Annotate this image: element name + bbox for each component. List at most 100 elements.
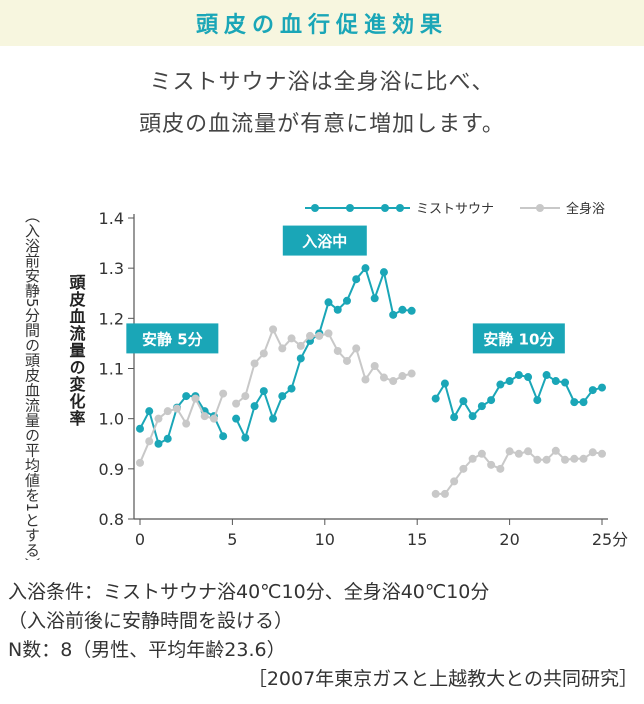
mist-sauna-point	[440, 379, 449, 388]
legend-mist-marker	[346, 204, 354, 212]
mist-sauna-point	[278, 392, 287, 401]
mist-sauna-point	[588, 386, 597, 395]
axes: 0.8 0.9 1.0 1.1 1.2 1.3 1.4 0 5 10 15 20 25分	[99, 209, 629, 549]
mist-sauna-point	[163, 434, 172, 443]
mist-sauna-point	[468, 412, 477, 421]
legend-mist-label: ミストサウナ	[416, 202, 494, 217]
full-bath-point	[487, 460, 496, 469]
mist-sauna-point	[269, 414, 278, 423]
mist-sauna-point	[219, 432, 228, 441]
mist-sauna-point	[407, 306, 416, 315]
full-bath-point	[379, 373, 388, 382]
mist-sauna-point	[598, 383, 606, 392]
full-bath-point	[431, 489, 440, 498]
full-bath-point	[407, 369, 416, 378]
source-note: ［2007年東京ガスと上越教大との共同研究］	[247, 668, 638, 690]
y-tick-label: 1.1	[99, 360, 124, 379]
full-bath-point	[598, 449, 606, 458]
full-bath-point	[542, 455, 551, 464]
full-bath-point	[287, 334, 296, 343]
full-bath-point	[315, 331, 324, 340]
mist-sauna-point	[551, 377, 560, 386]
mist-sauna-point	[542, 371, 551, 380]
mist-sauna-point	[561, 378, 570, 387]
mist-sauna-point	[287, 384, 296, 393]
x-tick-label: 15	[407, 530, 427, 549]
full-bath-point	[269, 325, 278, 334]
y-tick-label: 1.4	[99, 209, 124, 228]
phase-label: 安静 10分	[483, 330, 554, 348]
full-bath-point	[370, 361, 379, 370]
rest-note: （入浴前後に安静時間を設ける）	[8, 610, 294, 632]
full-bath-point	[306, 331, 315, 340]
series-lines	[136, 264, 606, 498]
phase-label-box	[472, 323, 565, 354]
full-bath-point	[219, 389, 228, 398]
legend-mist-marker	[381, 204, 389, 212]
phase-label-box	[282, 225, 367, 256]
lead-line-2: 頭皮の血流量が有意に増加します。	[139, 112, 505, 137]
full-bath-point	[496, 464, 505, 473]
full-bath-point	[145, 437, 154, 446]
full-bath-point	[333, 346, 342, 355]
page-title: 頭皮の血行促進効果	[195, 13, 448, 38]
mist-sauna-point	[136, 424, 144, 433]
mist-sauna-point	[459, 397, 468, 406]
y-tick-label: 1.3	[99, 259, 124, 278]
mist-sauna-line	[434, 373, 603, 420]
full-bath-point	[579, 454, 588, 463]
mist-sauna-point	[379, 268, 388, 277]
mist-sauna-point	[324, 298, 333, 307]
mist-sauna-point	[154, 439, 163, 448]
full-bath-point	[468, 454, 477, 463]
full-bath-point	[163, 407, 172, 416]
y-tick-label: 0.9	[99, 460, 124, 479]
full-bath-point	[324, 329, 333, 338]
y-tick-label: 0.8	[99, 510, 124, 529]
mist-sauna-point	[505, 377, 514, 386]
legend-mist-marker	[311, 204, 319, 212]
full-bath-point	[533, 455, 542, 464]
mist-sauna-point	[496, 380, 505, 389]
x-tick-label: 5	[227, 530, 237, 549]
mist-sauna-point	[533, 396, 542, 405]
mist-sauna-point	[514, 371, 523, 380]
full-bath-point	[361, 375, 370, 384]
full-bath-point	[551, 446, 560, 455]
mist-sauna-point	[352, 275, 361, 284]
phase-label: 安静 5分	[142, 330, 203, 348]
mist-sauna-point	[182, 392, 191, 401]
subject-note: N数：8（男性、平均年齢23.6）	[8, 639, 286, 661]
full-bath-point	[398, 372, 407, 381]
full-bath-point	[450, 477, 459, 486]
full-bath-point	[209, 414, 218, 423]
mist-sauna-point	[477, 402, 486, 411]
chart-labels: 頭皮血流量の変化率 （入浴前安静5分間の頭皮血流量の平均値を1とする） 安静 5分 入…	[23, 201, 605, 560]
mist-sauna-point	[361, 264, 370, 273]
full-bath-point	[136, 458, 144, 467]
full-bath-point	[459, 464, 468, 473]
legend-mist-marker	[396, 204, 404, 212]
mist-sauna-point	[145, 407, 154, 416]
legend-bath-label: 全身浴	[566, 201, 605, 217]
full-bath-point	[250, 359, 259, 368]
full-bath-point	[259, 349, 268, 358]
full-bath-point	[570, 454, 579, 463]
y-tick-label: 1.2	[99, 309, 124, 328]
mist-sauna-point	[487, 396, 496, 405]
full-bath-point	[389, 377, 398, 386]
mist-sauna-point	[431, 394, 440, 403]
x-tick-label: 10	[315, 530, 335, 549]
legend-bath-marker	[536, 204, 544, 212]
full-bath-point	[191, 394, 200, 403]
mist-sauna-point	[241, 433, 250, 442]
title-band	[0, 0, 644, 46]
y-tick-label: 1.0	[99, 410, 124, 429]
mist-sauna-line	[235, 266, 412, 441]
y-axis-note: （入浴前安静5分間の頭皮血流量の平均値を1とする）	[23, 208, 41, 560]
full-bath-point	[561, 455, 570, 464]
full-bath-point	[342, 356, 351, 365]
full-bath-point	[182, 419, 191, 428]
mist-sauna-point	[389, 310, 398, 319]
full-bath-point	[505, 447, 514, 456]
